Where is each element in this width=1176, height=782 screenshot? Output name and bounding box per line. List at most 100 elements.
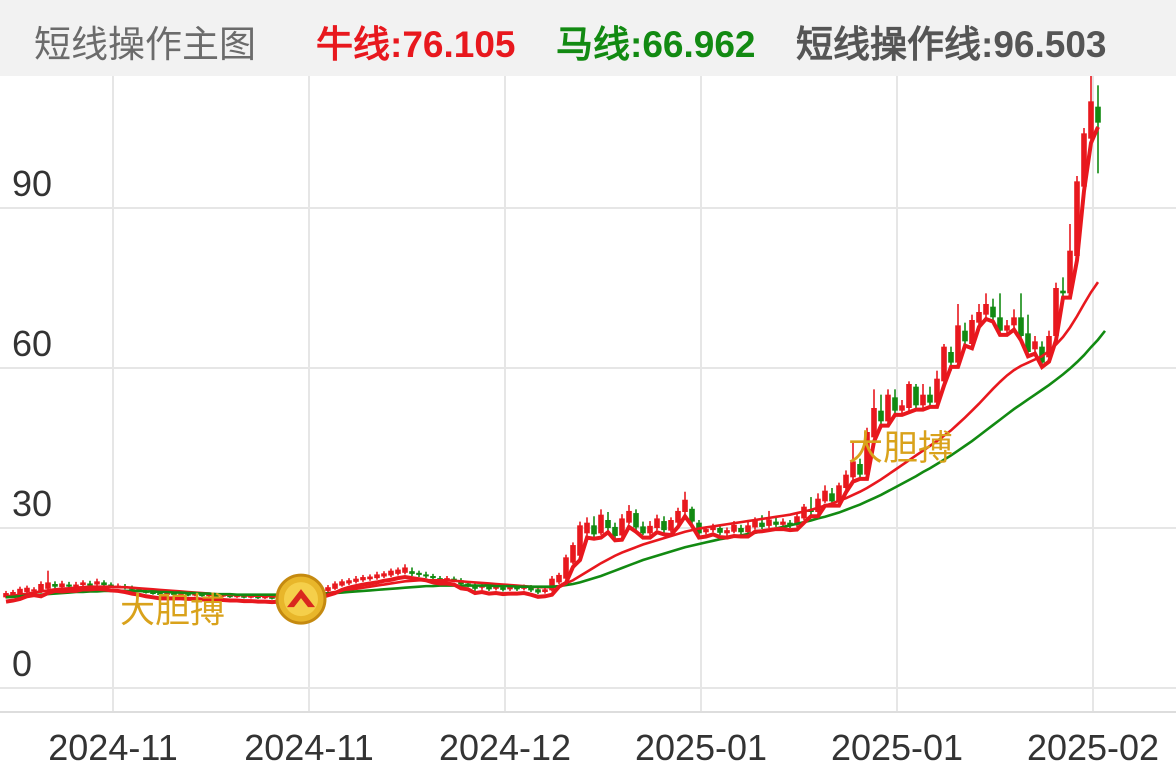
candle-body	[1004, 325, 1010, 331]
candle-body	[668, 520, 674, 531]
candle-body	[31, 589, 37, 592]
candle-body	[80, 582, 86, 586]
candle-body	[745, 525, 751, 533]
chart-header: 短线操作主图 牛线:76.105 马线:66.962 短线操作线:96.503	[0, 0, 1176, 76]
candle-body	[423, 574, 429, 577]
x-tick-label: 2025-01	[831, 727, 963, 768]
candle-body	[661, 521, 667, 531]
candle-body	[836, 485, 842, 502]
candle-body	[486, 586, 492, 590]
candle-body	[549, 578, 555, 591]
x-tick-label: 2025-01	[635, 727, 767, 768]
candle-body	[906, 384, 912, 408]
candle-body	[1095, 106, 1101, 123]
candle-body	[45, 582, 51, 589]
candle-body	[332, 583, 338, 589]
candle-body	[164, 593, 170, 596]
candle-body	[990, 306, 996, 318]
candle-body	[500, 587, 506, 590]
candle-body	[738, 528, 744, 533]
candle-body	[885, 394, 891, 422]
candle-body	[94, 581, 100, 585]
signal-label: 大胆搏	[848, 429, 953, 469]
candle-body	[773, 521, 779, 525]
candle-body	[73, 584, 79, 587]
candle-body	[591, 525, 597, 535]
candle-body	[976, 312, 982, 323]
candle-body	[374, 574, 380, 579]
y-tick-label: 0	[12, 643, 32, 684]
candle-body	[346, 580, 352, 584]
x-tick-label: 2024-11	[48, 727, 177, 768]
candle-body	[206, 594, 212, 597]
x-tick-label: 2025-02	[1027, 727, 1159, 768]
candle-body	[584, 522, 590, 534]
candle-body	[1011, 317, 1017, 326]
candle-body	[1088, 101, 1094, 139]
y-tick-label: 60	[12, 323, 52, 364]
bull-line-value: 牛线:76.105	[316, 24, 516, 65]
y-tick-label: 30	[12, 483, 52, 524]
candle-body	[10, 592, 16, 597]
candle-body	[675, 510, 681, 523]
candle-body	[1032, 341, 1038, 350]
candle-body	[997, 317, 1003, 331]
candle-body	[52, 584, 58, 587]
candle-body	[171, 593, 177, 596]
candle-body	[850, 461, 856, 478]
x-tick-label: 2024-12	[439, 727, 571, 768]
candle-body	[1081, 133, 1087, 187]
candles-layer	[3, 76, 1101, 600]
candle-body	[948, 352, 954, 363]
candle-body	[395, 569, 401, 574]
candle-body	[157, 593, 163, 596]
candle-body	[178, 593, 184, 596]
candle-body	[38, 584, 44, 592]
short-operating-line	[5, 126, 1100, 605]
candle-body	[353, 578, 359, 582]
candle-body	[409, 571, 415, 574]
candle-body	[528, 587, 534, 591]
x-tick-label: 2024-11	[244, 727, 373, 768]
candle-body	[633, 513, 639, 528]
candle-body	[570, 545, 576, 563]
indicator-title[interactable]: 短线操作主图	[34, 24, 256, 65]
short-line-value: 短线操作线:96.503	[796, 24, 1107, 65]
candle-body	[682, 499, 688, 512]
candle-body	[1074, 181, 1080, 256]
candle-body	[59, 583, 65, 588]
candle-body	[955, 325, 961, 363]
candle-body	[619, 518, 625, 536]
candle-body	[899, 405, 905, 411]
candle-body	[731, 524, 737, 532]
candle-body	[367, 576, 373, 580]
candle-body	[1046, 336, 1052, 358]
candle-body	[241, 595, 247, 598]
candle-body	[794, 516, 800, 526]
candle-body	[339, 581, 345, 586]
candle-body	[710, 526, 716, 531]
candle-body	[647, 525, 653, 534]
y-tick-label: 90	[12, 163, 52, 204]
candle-body	[878, 410, 884, 422]
candle-body	[941, 346, 947, 382]
candle-body	[962, 330, 968, 342]
candle-body	[1018, 317, 1024, 336]
candle-body	[535, 589, 541, 593]
candle-body	[87, 583, 93, 586]
horse-line-value: 马线:66.962	[556, 24, 756, 65]
candle-body	[983, 304, 989, 315]
candle-body	[612, 526, 618, 536]
candle-body	[843, 474, 849, 488]
candle-body	[766, 519, 772, 526]
candle-body	[969, 320, 975, 344]
candle-body	[185, 593, 191, 596]
candle-body	[17, 588, 23, 595]
candle-body	[920, 394, 926, 406]
candle-body	[101, 582, 107, 586]
candle-body	[150, 592, 156, 594]
candle-body	[563, 557, 569, 579]
candle-body	[640, 526, 646, 534]
candle-body	[542, 589, 548, 592]
